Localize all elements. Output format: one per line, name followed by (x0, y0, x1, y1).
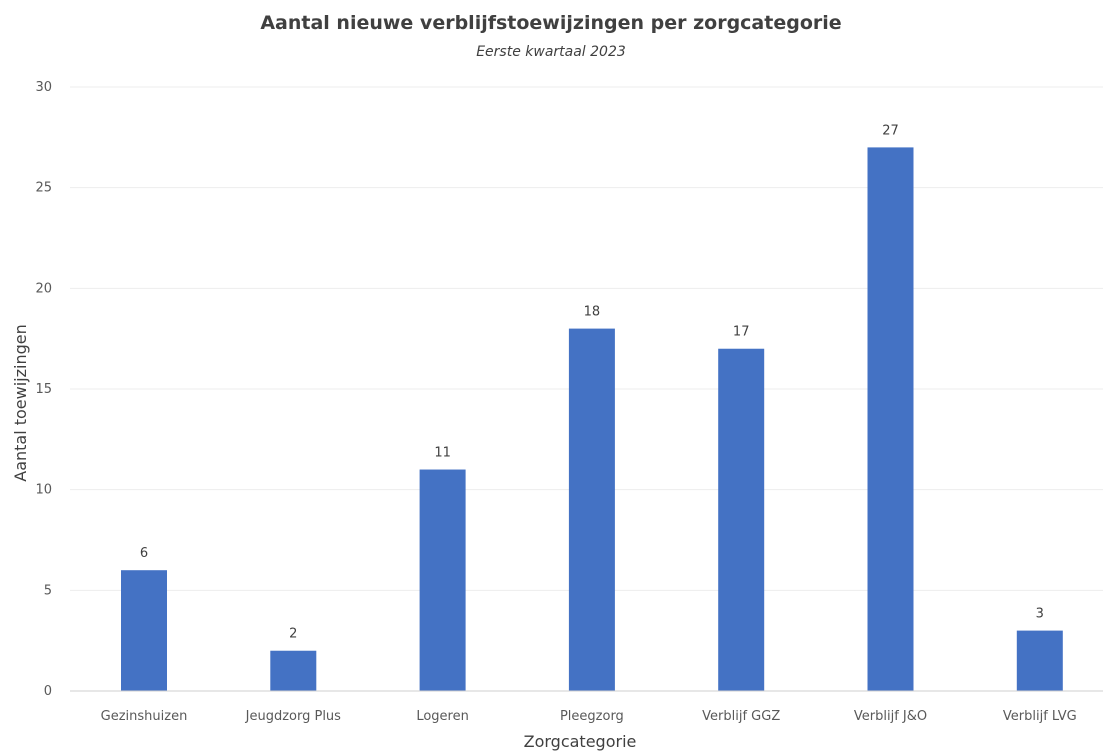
bar (1016, 630, 1063, 691)
x-tick-label: Logeren (416, 709, 469, 724)
bar (867, 147, 914, 691)
y-axis-title: Aantal toewijzingen (11, 324, 30, 482)
y-tick-label: 30 (35, 80, 52, 95)
chart-subtitle: Eerste kwartaal 2023 (476, 44, 626, 60)
data-label: 11 (434, 446, 451, 461)
data-label: 27 (882, 123, 899, 138)
data-label: 18 (584, 305, 601, 320)
bar (270, 650, 317, 691)
x-axis-title: Zorgcategorie (524, 732, 637, 751)
y-tick-label: 10 (35, 483, 52, 498)
y-tick-label: 0 (44, 684, 52, 699)
chart-title: Aantal nieuwe verblijfstoewijzingen per … (260, 12, 841, 34)
y-tick-label: 15 (35, 382, 52, 397)
data-label: 6 (140, 546, 148, 561)
bar (121, 570, 167, 691)
y-tick-label: 20 (35, 281, 52, 296)
x-tick-label: Verblijf J&O (854, 709, 927, 724)
x-axis-ticks: Gezinshuizen Jeugdzorg Plus Logeren Pleegzo… (101, 709, 1077, 724)
data-label: 2 (289, 627, 297, 642)
x-tick-label: Gezinshuizen (101, 709, 188, 724)
bars (121, 147, 1063, 691)
x-tick-label: Jeugdzorg Plus (245, 709, 342, 724)
bar (419, 469, 466, 691)
data-label: 17 (733, 325, 750, 340)
x-tick-label: Verblijf LVG (1003, 709, 1077, 724)
bar (718, 348, 765, 691)
y-axis-ticks: 0 5 10 15 20 25 30 (35, 80, 52, 699)
y-tick-label: 25 (35, 181, 52, 196)
x-tick-label: Pleegzorg (560, 709, 624, 724)
bar (568, 328, 615, 691)
data-label: 3 (1036, 607, 1044, 622)
y-tick-label: 5 (44, 583, 52, 598)
x-tick-label: Verblijf GGZ (702, 709, 780, 724)
data-labels: 6 2 11 18 17 27 3 (140, 123, 1044, 641)
